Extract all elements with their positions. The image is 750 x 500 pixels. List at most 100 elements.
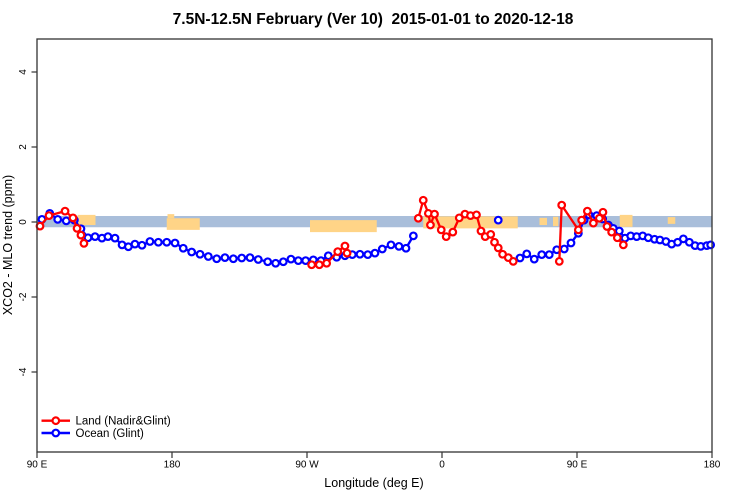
ocean-data-point	[137, 240, 147, 250]
x-tick-label: 90 W	[295, 460, 319, 471]
land-data-point	[79, 238, 89, 248]
land-data-point	[418, 195, 428, 205]
legend-label-ocean: Ocean (Glint)	[76, 428, 145, 440]
ocean-data-point	[145, 237, 155, 246]
chart-title: 7.5N-12.5N February (Ver 10) 2015-01-01 …	[173, 11, 574, 28]
land-data-point	[472, 210, 481, 220]
land-data-point	[314, 260, 324, 270]
land-shading-patch	[167, 214, 175, 219]
ocean-data-point	[614, 226, 624, 236]
land-data-point	[448, 227, 458, 237]
land-data-point	[60, 206, 70, 216]
land-data-point	[342, 248, 352, 258]
land-data-point	[44, 211, 54, 221]
land-data-point	[577, 215, 587, 225]
x-tick-label: 180	[164, 460, 181, 471]
land-data-point	[76, 230, 86, 240]
land-data-point	[594, 213, 604, 223]
land-data-point	[441, 232, 451, 242]
ocean-data-point	[271, 258, 281, 268]
land-data-point	[582, 206, 592, 216]
land-data-point	[508, 256, 518, 266]
land-data-point	[333, 247, 343, 257]
ocean-data-point	[537, 250, 547, 260]
ocean-data-point	[559, 244, 569, 254]
legend-marker-symbol	[51, 428, 61, 438]
land-shading-patch	[166, 218, 200, 230]
ocean-data-point	[53, 214, 63, 224]
ocean-data-point	[212, 254, 222, 264]
y-tick-label: 4	[18, 69, 29, 75]
x-axis-title: Longitude (deg E)	[324, 476, 423, 490]
y-tick-label: -4	[18, 367, 29, 376]
land-data-point	[557, 200, 567, 210]
ocean-data-point	[370, 248, 380, 258]
x-tick-label: 90 E	[567, 460, 588, 471]
land-shading-patch	[310, 220, 377, 233]
land-data-point	[454, 213, 464, 223]
ocean-data-point	[278, 257, 288, 267]
land-data-point	[426, 220, 435, 230]
land-data-point	[554, 256, 564, 266]
y-tick-label: -2	[18, 292, 29, 301]
legend-label-land: Land (Nadir&Glint)	[76, 416, 171, 428]
ocean-data-point	[162, 237, 172, 247]
ocean-data-point	[493, 215, 503, 225]
ocean-data-point	[103, 232, 113, 242]
ocean-data-point	[301, 256, 311, 266]
land-data-point	[72, 223, 82, 233]
ocean-data-point	[110, 233, 120, 243]
ocean-data-point	[195, 249, 205, 259]
land-data-point	[602, 222, 612, 231]
ocean-data-point	[90, 232, 100, 242]
land-data-point	[493, 243, 503, 253]
ocean-data-point	[228, 254, 238, 264]
land-shading-patch	[539, 217, 547, 225]
land-shading-patch	[77, 214, 96, 225]
ocean-data-point	[522, 249, 532, 259]
legend: Land (Nadir&Glint) Ocean (Glint)	[41, 416, 171, 440]
land-data-point	[598, 207, 608, 217]
ocean-data-point	[178, 243, 188, 253]
ocean-data-point	[187, 247, 197, 257]
land-data-point	[340, 241, 350, 251]
ocean-data-point	[377, 244, 387, 254]
data-series-layer	[35, 195, 716, 270]
ocean-data-point	[529, 254, 539, 264]
ocean-data-point	[544, 250, 554, 260]
ocean-data-point	[245, 253, 255, 263]
ocean-data-point	[401, 243, 411, 253]
land-data-point	[573, 225, 583, 235]
ocean-data-point	[170, 238, 180, 248]
land-data-point	[35, 221, 45, 231]
ocean-data-point	[323, 251, 333, 261]
land-data-point	[612, 233, 622, 243]
x-tick-label: 90 E	[27, 460, 48, 471]
ocean-data-point	[566, 238, 576, 248]
land-data-point	[486, 229, 496, 239]
land-data-point	[413, 213, 423, 223]
ocean-data-point	[61, 216, 71, 226]
ocean-data-point	[203, 252, 213, 261]
land-data-point	[430, 209, 439, 219]
ocean-data-point	[408, 231, 418, 241]
ocean-data-point	[153, 237, 163, 247]
ocean-data-point	[253, 255, 263, 264]
ocean-data-point	[286, 254, 296, 264]
land-data-point	[618, 240, 628, 250]
land-shading-patch	[667, 217, 676, 224]
y-tick-label: 2	[18, 144, 29, 150]
land-data-point	[436, 225, 446, 235]
x-tick-label: 180	[704, 460, 721, 471]
land-data-point	[68, 213, 78, 223]
land-data-point	[322, 258, 332, 268]
land-shading-patch	[553, 216, 559, 227]
y-axis-title: XCO2 - MLO trend (ppm)	[1, 175, 15, 315]
ocean-data-point	[394, 241, 404, 251]
legend-marker-symbol	[51, 416, 61, 426]
land-data-point	[476, 226, 486, 236]
ocean-data-point	[293, 256, 303, 266]
ocean-data-point	[515, 253, 525, 263]
ocean-data-point	[130, 239, 140, 249]
